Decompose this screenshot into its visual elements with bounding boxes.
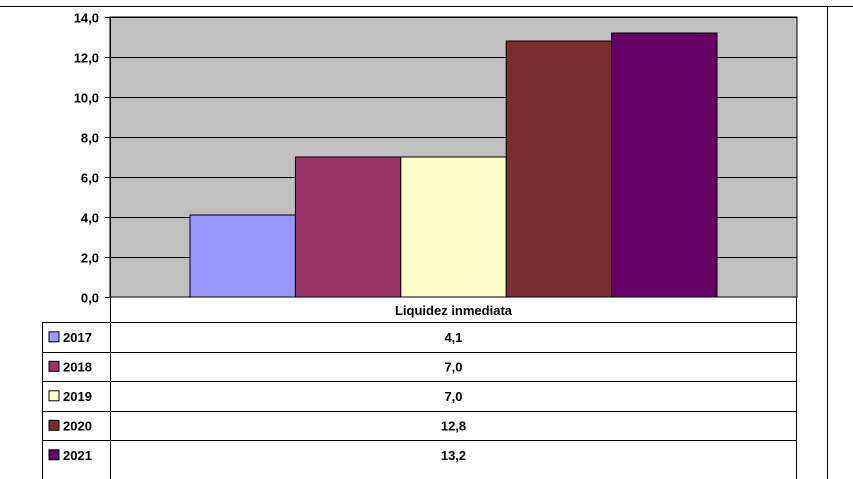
data-label-2018: 7,0: [444, 359, 462, 374]
legend-label-2018: 2018: [63, 359, 92, 374]
bar-2020: [505, 40, 613, 298]
data-label-2021: 13,2: [441, 448, 466, 463]
legend-label-2017: 2017: [63, 330, 92, 345]
legend-key-2017: [48, 331, 60, 343]
legend-label-2019: 2019: [63, 389, 92, 404]
bar-2017: [189, 214, 296, 298]
y-tick-label: 0,0: [81, 291, 99, 306]
data-label-2020: 12,8: [441, 418, 466, 433]
y-tick-label: 2,0: [81, 251, 99, 266]
data-label-2017: 4,1: [444, 330, 462, 345]
y-tick-label: 8,0: [81, 131, 99, 146]
bar-2019: [400, 156, 507, 298]
legend-key-2019: [48, 390, 60, 402]
data-label-2019: 7,0: [444, 389, 462, 404]
y-tick-label: 10,0: [74, 91, 99, 106]
data-table: Liquidez inmediata 2017 4,1 2018 7,0 2019 7,0 2…: [42, 297, 797, 479]
y-tick-label: 14,0: [74, 11, 99, 26]
y-tick-label: 4,0: [81, 211, 99, 226]
legend-key-2018: [48, 360, 60, 372]
legend-label-2021: 2021: [63, 448, 92, 463]
bar-2021: [611, 32, 718, 298]
legend-key-2021: [48, 449, 60, 461]
bars: [189, 32, 718, 298]
legend-label-2020: 2020: [63, 418, 92, 433]
legend-key-2020: [48, 419, 60, 431]
y-tick-label: 12,0: [74, 51, 99, 66]
category-label: Liquidez inmediata: [395, 303, 513, 318]
y-tick-label: 6,0: [81, 171, 99, 186]
bar-2018: [294, 156, 402, 298]
